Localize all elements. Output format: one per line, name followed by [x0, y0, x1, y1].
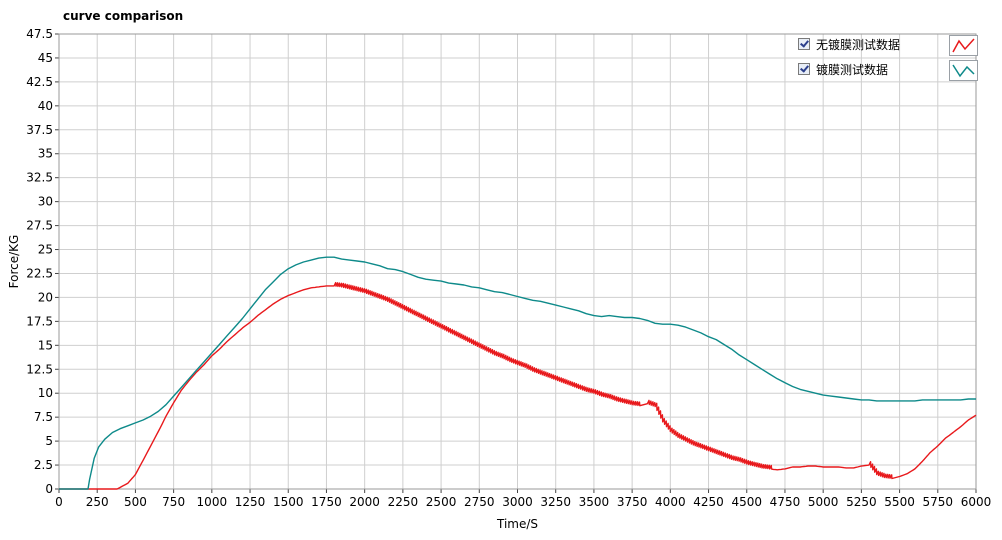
x-tick-label: 4000	[655, 495, 686, 509]
axes	[55, 33, 977, 493]
legend-item-uncoated[interactable]: 无镀膜测试数据	[796, 34, 980, 59]
y-tick-label: 30	[38, 195, 53, 209]
chart-title: curve comparison	[63, 9, 184, 23]
checkbox-icon[interactable]	[798, 63, 810, 75]
grid	[58, 33, 977, 490]
y-tick-label: 45	[38, 51, 53, 65]
x-tick-label: 3000	[502, 495, 533, 509]
checkbox-icon[interactable]	[798, 38, 810, 50]
y-tick-label: 37.5	[26, 123, 53, 137]
y-axis-title: Force/KG	[7, 235, 21, 289]
plot-frame	[58, 33, 977, 490]
x-tick-label: 3750	[617, 495, 648, 509]
series-layer	[59, 256, 977, 490]
tick-labels: 0 250 500 750 1000 1250 1500 1750 2000 2250 2500 27…	[26, 27, 991, 509]
y-tick-label: 15	[38, 338, 53, 352]
legend-item-coated[interactable]: 镀膜测试数据	[796, 59, 980, 84]
y-tick-label: 32.5	[26, 171, 53, 185]
line-style-swatch-icon[interactable]	[949, 60, 978, 81]
x-tick-label: 0	[55, 495, 63, 509]
y-tick-label: 2.5	[34, 458, 53, 472]
line-style-swatch-icon[interactable]	[949, 35, 978, 56]
x-tick-label: 2750	[464, 495, 495, 509]
x-tick-label: 4750	[770, 495, 801, 509]
y-tick-label: 27.5	[26, 219, 53, 233]
x-tick-label: 5250	[846, 495, 877, 509]
y-tick-label: 17.5	[26, 314, 53, 328]
x-tick-label: 2250	[388, 495, 419, 509]
y-tick-label: 10	[38, 386, 53, 400]
y-tick-label: 22.5	[26, 266, 53, 280]
x-tick-label: 250	[86, 495, 109, 509]
y-tick-label: 5	[45, 434, 53, 448]
x-tick-label: 1250	[235, 495, 266, 509]
y-tick-label: 0	[45, 482, 53, 496]
x-tick-label: 3250	[540, 495, 571, 509]
x-tick-label: 500	[124, 495, 147, 509]
series-line-2	[59, 256, 976, 490]
x-tick-label: 6000	[961, 495, 992, 509]
y-tick-label: 20	[38, 290, 53, 304]
x-tick-label: 1750	[311, 495, 342, 509]
y-tick-label: 47.5	[26, 27, 53, 41]
x-tick-label: 5500	[884, 495, 915, 509]
legend-label: 镀膜测试数据	[816, 63, 889, 77]
y-tick-label: 42.5	[26, 75, 53, 89]
legend: 无镀膜测试数据 镀膜测试数据	[796, 34, 980, 84]
y-tick-label: 35	[38, 147, 53, 161]
x-tick-label: 3500	[579, 495, 610, 509]
y-tick-label: 40	[38, 99, 53, 113]
x-tick-label: 2500	[426, 495, 457, 509]
series-line-1	[59, 281, 977, 490]
x-tick-label: 750	[162, 495, 185, 509]
x-tick-label: 4250	[693, 495, 724, 509]
y-tick-label: 12.5	[26, 362, 53, 376]
y-tick-label: 25	[38, 243, 53, 257]
x-tick-label: 5000	[808, 495, 839, 509]
legend-label: 无镀膜测试数据	[816, 38, 901, 52]
x-tick-label: 2000	[349, 495, 380, 509]
x-tick-label: 1000	[197, 495, 228, 509]
x-tick-label: 5750	[923, 495, 954, 509]
y-tick-label: 7.5	[34, 410, 53, 424]
x-axis-title: Time/S	[496, 517, 538, 531]
x-tick-label: 1500	[273, 495, 304, 509]
x-tick-label: 4500	[731, 495, 762, 509]
